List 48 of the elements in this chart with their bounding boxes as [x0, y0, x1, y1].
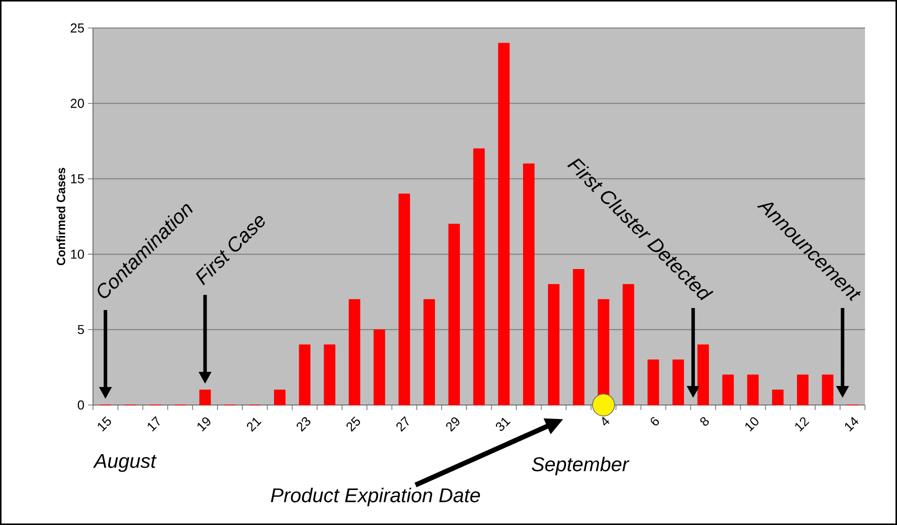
bar — [423, 299, 435, 406]
bar — [747, 374, 759, 406]
y-tick-label: 0 — [78, 400, 84, 410]
bar — [722, 374, 734, 406]
bar — [572, 269, 584, 406]
bar — [648, 360, 660, 406]
bar — [448, 224, 460, 406]
x-tick-label: 31 — [496, 418, 510, 431]
bar — [697, 344, 709, 406]
x-tick-label: 25 — [346, 416, 360, 432]
y-tick-label: 10 — [71, 250, 84, 259]
x-tick-label: 4 — [602, 416, 610, 426]
x-tick-label: 6 — [650, 417, 659, 426]
text: Product Expiration Date — [270, 488, 480, 506]
x-tick-label: 17 — [148, 416, 160, 432]
bar — [374, 329, 386, 406]
y-tick-label: 20 — [70, 98, 84, 108]
text: August — [93, 454, 157, 472]
x-tick-label: 19 — [198, 417, 210, 432]
bar — [348, 299, 360, 406]
bar — [274, 390, 286, 406]
bar — [797, 374, 808, 406]
bar — [622, 284, 634, 406]
x-tick-label: 15 — [98, 416, 111, 432]
bar — [548, 284, 560, 406]
x-tick-label: 12 — [795, 417, 810, 432]
x-tick-label: 27 — [396, 416, 409, 432]
x-tick-label: 14 — [845, 416, 858, 432]
bar — [772, 390, 784, 406]
y-tick-label: 5 — [78, 325, 84, 334]
x-tick-label: 23 — [296, 417, 310, 432]
x-tick-label: 29 — [446, 417, 460, 432]
bar — [523, 163, 535, 406]
bar — [672, 360, 684, 406]
text: September — [532, 456, 630, 476]
bar — [324, 344, 336, 406]
y-tick-label: 15 — [71, 174, 84, 184]
y-tick-label: 25 — [70, 23, 84, 33]
bar — [498, 42, 510, 406]
bar — [822, 374, 834, 406]
x-tick-label: 10 — [745, 417, 758, 432]
x-tick-label: 8 — [700, 417, 709, 426]
bar — [398, 194, 410, 406]
y-axis-title: Confirmed Cases — [56, 168, 66, 266]
bar — [298, 344, 310, 406]
bar — [199, 390, 211, 406]
bar — [473, 148, 485, 406]
x-tick-label: 21 — [246, 418, 262, 432]
